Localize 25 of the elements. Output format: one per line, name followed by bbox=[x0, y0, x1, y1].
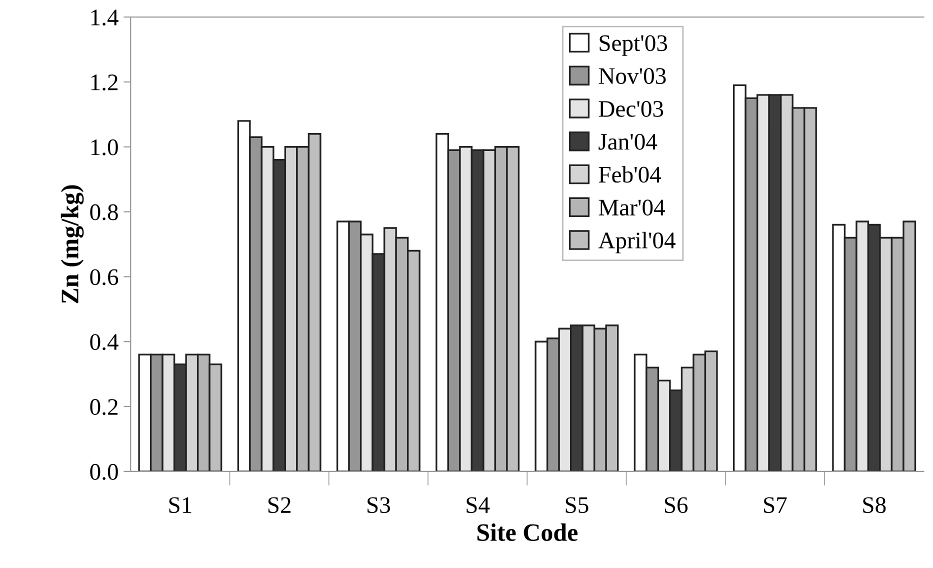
legend-label: Jan'04 bbox=[598, 134, 658, 150]
y-tick-label: 1.2 bbox=[91, 74, 118, 90]
x-tick-label: S1 bbox=[169, 497, 192, 514]
legend-label: Nov'03 bbox=[598, 68, 666, 84]
y-tick-label: 0.0 bbox=[90, 464, 118, 480]
x-tick-label: S8 bbox=[863, 497, 886, 514]
y-axis-title: Zn (mg/kg) bbox=[60, 185, 84, 304]
y-tick-label: 1.4 bbox=[91, 10, 118, 26]
y-tick-label: 0.6 bbox=[90, 269, 118, 286]
x-tick-label: S7 bbox=[764, 497, 787, 514]
legend-label: April'04 bbox=[598, 232, 676, 254]
y-tick-label: 0.8 bbox=[90, 204, 118, 220]
y-tick-label: 0.4 bbox=[90, 334, 118, 350]
x-tick-label: S2 bbox=[268, 497, 290, 514]
x-tick-label: S6 bbox=[664, 497, 688, 514]
y-tick-label: 0.2 bbox=[90, 399, 118, 416]
legend-label: Dec'03 bbox=[598, 100, 664, 117]
y-tick-label: 1.0 bbox=[91, 139, 118, 156]
x-axis-title: Site Code bbox=[477, 523, 578, 541]
x-tick-label: S3 bbox=[368, 497, 390, 514]
x-tick-label: S4 bbox=[466, 497, 490, 514]
legend-label: Sept'03 bbox=[600, 35, 668, 56]
legend-label: Feb'04 bbox=[598, 166, 662, 183]
x-tick-label: S5 bbox=[566, 497, 588, 514]
legend-label: Mar'04 bbox=[598, 200, 665, 216]
